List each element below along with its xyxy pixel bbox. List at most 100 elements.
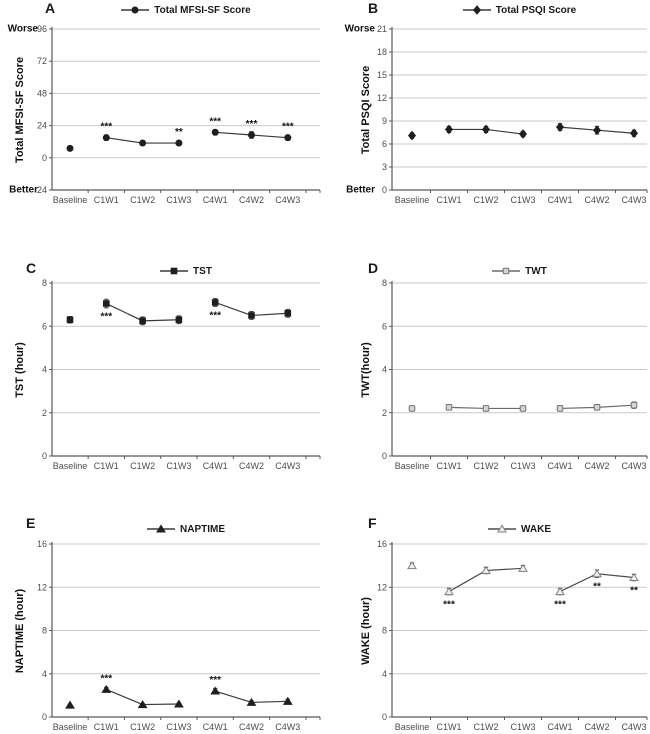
y-tick-label: 16 xyxy=(377,539,387,549)
data-point-marker xyxy=(444,124,454,135)
x-category-label: C1W1 xyxy=(436,722,461,732)
y-tick-label: 2 xyxy=(42,408,47,418)
x-category-label: C1W2 xyxy=(130,195,155,205)
chart-plot: 8 6 4 2 0 Baseline C1W1 C1W2 C1W3 C4W1 C4W2 C4W3 xyxy=(382,278,648,471)
data-point-marker xyxy=(139,317,146,325)
significance-marker: *** xyxy=(100,312,112,323)
x-category-label: C1W3 xyxy=(166,722,191,732)
x-category-label: C1W2 xyxy=(473,722,498,732)
x-category-label: C4W3 xyxy=(275,722,300,732)
panel-d: D TWT(hour) TWT 8 6 4 2 0 Baseline C1W1 C1W2 C1W… xyxy=(325,248,650,495)
x-category-label: C1W3 xyxy=(510,722,535,732)
legend: TST xyxy=(52,265,320,277)
chart-plot: 16 12 8 4 0 Baseline C1W1 C1W2 C1W3 C4W1 C4W2 C4W3 *… xyxy=(37,539,321,732)
data-point-marker xyxy=(593,404,601,411)
y-tick-label: 6 xyxy=(382,139,387,149)
significance-marker: *** xyxy=(282,122,294,133)
legend-label: NAPTIME xyxy=(180,523,225,535)
data-point-marker xyxy=(211,128,219,136)
significance-marker: ** xyxy=(593,582,601,593)
data-point-marker xyxy=(101,684,112,693)
legend-label: TWT xyxy=(525,265,547,277)
data-point-marker xyxy=(629,128,639,139)
legend: TWT xyxy=(392,265,647,277)
x-category-label: C1W2 xyxy=(130,722,155,732)
x-category-label: C4W3 xyxy=(275,461,300,471)
x-category-label: C4W3 xyxy=(621,195,646,205)
data-point-marker xyxy=(137,700,148,709)
y-tick-label: 8 xyxy=(42,278,47,288)
y-tick-label: 4 xyxy=(42,365,47,375)
significance-marker: ** xyxy=(175,127,183,138)
significance-marker: *** xyxy=(209,675,221,686)
x-category-label: C1W3 xyxy=(510,461,535,471)
y-tick-label: 8 xyxy=(382,626,387,636)
x-category-label: C4W1 xyxy=(203,195,228,205)
legend-label: WAKE xyxy=(521,523,551,535)
data-point-marker xyxy=(284,309,292,317)
data-point-marker xyxy=(175,139,183,147)
legend-marker-icon xyxy=(488,524,516,533)
legend-label: TST xyxy=(193,265,212,277)
data-point-marker xyxy=(481,565,491,574)
data-point-marker xyxy=(519,405,527,412)
data-point-marker xyxy=(102,134,110,142)
data-point-marker xyxy=(248,131,255,139)
legend-marker-icon xyxy=(160,267,189,275)
y-tick-label: 12 xyxy=(37,582,47,592)
chart-plot: 8 6 4 2 0 Baseline C1W1 C1W2 C1W3 C4W1 C4W2 C4W3 ***… xyxy=(42,278,321,471)
panel-letter: B xyxy=(368,0,379,16)
data-point-marker xyxy=(518,563,528,572)
chart-plot: 21 18 15 12 9 6 3 0 Baseline C1W1 C1W2 C1W3 C4W1 C4W2… xyxy=(377,24,648,205)
panel-letter: E xyxy=(26,515,36,531)
legend-label: Total MFSI-SF Score xyxy=(154,4,251,16)
significance-marker: *** xyxy=(100,122,112,133)
y-tick-label: 0 xyxy=(382,712,387,722)
significance-marker: *** xyxy=(209,310,221,321)
data-point-marker xyxy=(481,124,491,135)
data-point-marker xyxy=(629,572,639,582)
x-category-label: Baseline xyxy=(53,461,88,471)
panel-letter: D xyxy=(368,260,379,276)
x-category-label: C4W1 xyxy=(547,722,572,732)
data-point-marker xyxy=(211,299,219,306)
panel-e: E NAPTIME (hour) NAPTIME 16 12 8 4 0 Baseline… xyxy=(0,503,325,734)
x-category-label: C1W1 xyxy=(436,195,461,205)
x-category-label: C1W3 xyxy=(510,195,535,205)
x-category-label: Baseline xyxy=(53,722,88,732)
x-category-label: C4W3 xyxy=(621,461,646,471)
y-tick-label: 12 xyxy=(377,582,387,592)
x-category-label: C4W2 xyxy=(239,195,264,205)
x-category-label: C4W3 xyxy=(275,195,300,205)
significance-marker: *** xyxy=(209,116,221,127)
worse-label: Worse xyxy=(344,23,375,35)
legend: Total PSQI Score xyxy=(392,4,647,16)
better-label: Better xyxy=(9,184,38,196)
significance-marker: *** xyxy=(554,600,566,611)
data-point-marker xyxy=(497,524,507,533)
data-point-marker xyxy=(518,129,528,139)
significance-marker: *** xyxy=(443,600,455,611)
legend: NAPTIME xyxy=(52,523,320,535)
y-tick-label: 4 xyxy=(42,669,47,679)
data-point-marker xyxy=(444,587,454,596)
panel-f: F WAKE (hour) WAKE 16 12 8 4 0 Baseline C1W1 C1… xyxy=(325,503,650,734)
y-tick-label: 0 xyxy=(382,451,387,461)
y-tick-label: 48 xyxy=(37,88,47,98)
y-tick-label: 15 xyxy=(377,70,387,80)
x-category-label: C4W2 xyxy=(239,461,264,471)
data-point-marker xyxy=(65,700,75,709)
y-tick-label: 16 xyxy=(37,539,47,549)
legend-marker-icon xyxy=(147,524,175,533)
y-tick-label: 3 xyxy=(382,162,387,172)
panel-letter: A xyxy=(45,0,56,16)
data-point-marker xyxy=(592,125,602,135)
chart-plot: 96 72 48 24 0 -24 Baseline C1W1 C1W2 C1W3 C4W1 C4W2… xyxy=(34,24,321,205)
y-tick-label: 18 xyxy=(377,47,387,57)
y-tick-label: 9 xyxy=(382,116,387,126)
x-category-label: C4W2 xyxy=(584,461,609,471)
y-tick-label: 72 xyxy=(37,56,47,66)
y-tick-label: 6 xyxy=(42,321,47,331)
significance-marker: ** xyxy=(630,586,638,597)
y-tick-label: 96 xyxy=(37,24,47,34)
